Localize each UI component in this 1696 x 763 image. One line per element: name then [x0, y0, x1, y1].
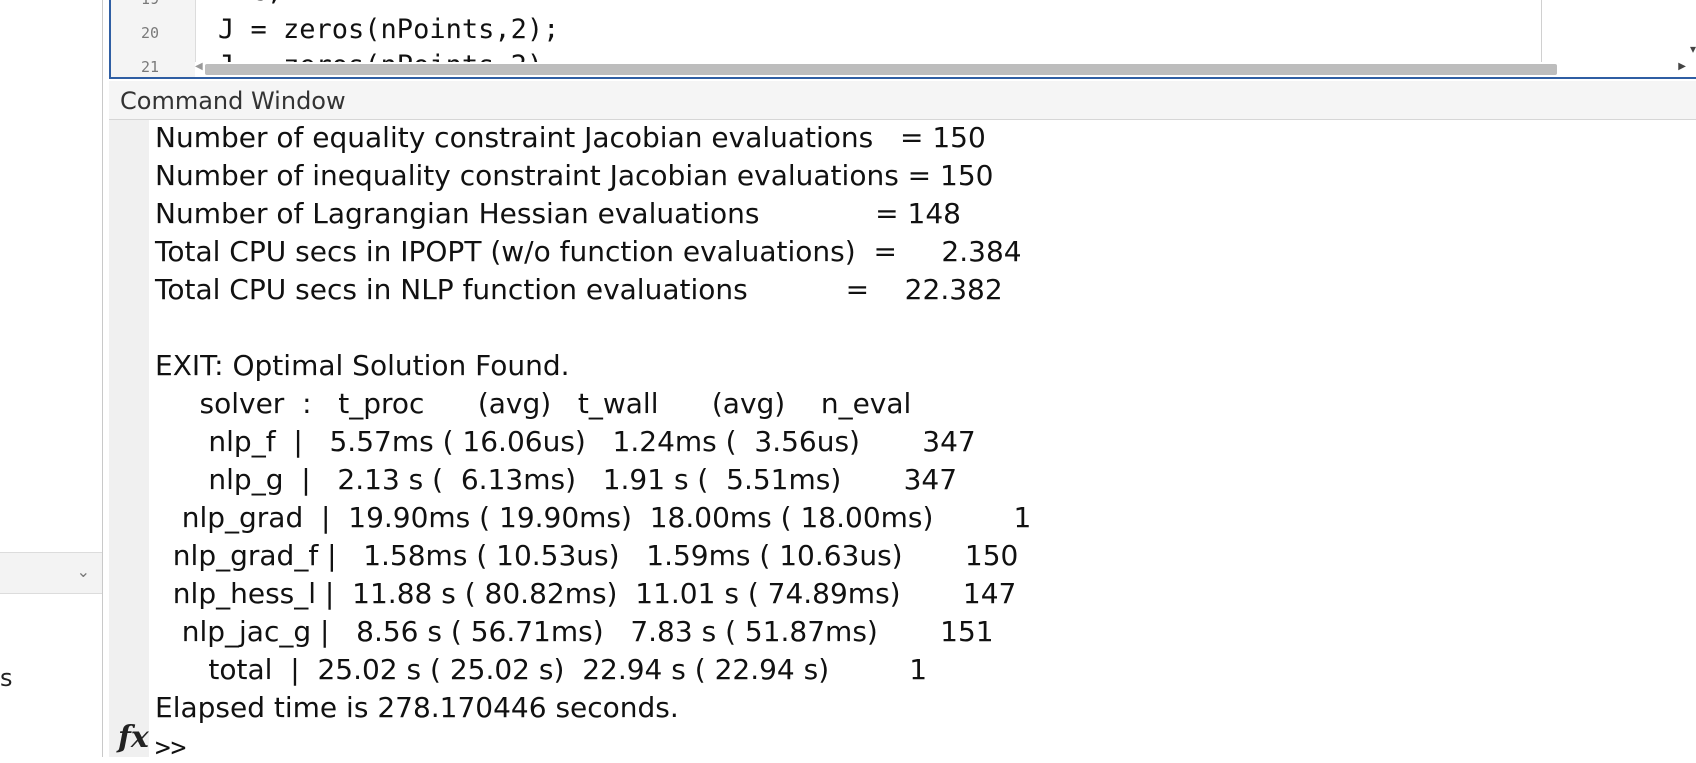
- output-line: Total CPU secs in IPOPT (w/o function ev…: [155, 235, 1022, 268]
- table-row: nlp_hess_l | 11.88 s ( 80.82ms) 11.01 s …: [155, 577, 1017, 610]
- table-header: solver : t_proc (avg) t_wall (avg) n_eva…: [155, 387, 912, 420]
- command-prompt[interactable]: >>: [155, 733, 187, 763]
- output-line: Number of equality constraint Jacobian e…: [155, 121, 986, 154]
- table-row: nlp_grad_f | 1.58ms ( 10.53us) 1.59ms ( …: [155, 539, 1019, 572]
- scroll-down-icon[interactable]: ▾: [1689, 42, 1696, 56]
- command-window-header[interactable]: Command Window: [109, 81, 1696, 120]
- output-line: EXIT: Optimal Solution Found.: [155, 349, 570, 382]
- command-window-gutter: [109, 120, 149, 757]
- line-number-gutter: 19 20 21: [111, 0, 196, 77]
- code-line[interactable]: tic;: [218, 0, 283, 7]
- command-window-title: Command Window: [120, 87, 346, 115]
- scroll-left-icon[interactable]: ◀: [195, 61, 203, 72]
- partial-label: s: [0, 664, 13, 692]
- line-number: 21: [140, 58, 159, 76]
- output-line: Number of inequality constraint Jacobian…: [155, 159, 994, 192]
- output-line: Total CPU secs in NLP function evaluatio…: [155, 273, 1003, 306]
- line-number: 20: [140, 24, 159, 42]
- table-row: nlp_jac_g | 8.56 s ( 56.71ms) 7.83 s ( 5…: [155, 615, 994, 648]
- table-row: total | 25.02 s ( 25.02 s) 22.94 s ( 22.…: [155, 653, 928, 686]
- panel-dropdown[interactable]: ⌄: [0, 552, 102, 594]
- function-browser-icon[interactable]: fx: [118, 720, 149, 755]
- table-row: nlp_grad | 19.90ms ( 19.90ms) 18.00ms ( …: [155, 501, 1032, 534]
- scrollbar-thumb[interactable]: [205, 64, 1557, 75]
- chevron-down-icon[interactable]: ⌄: [76, 562, 90, 581]
- right-edge-line: [1541, 0, 1542, 62]
- output-line: Number of Lagrangian Hessian evaluations…: [155, 197, 961, 230]
- scroll-right-icon[interactable]: ▶: [1678, 61, 1686, 72]
- code-editor[interactable]: 19 20 21 tic; J = zeros(nPoints,2); J = …: [109, 0, 1696, 79]
- horizontal-scrollbar[interactable]: ◀ ▶: [195, 61, 1696, 77]
- code-line[interactable]: J = zeros(nPoints,2);: [218, 14, 560, 45]
- line-number: 19: [111, 0, 159, 8]
- left-panel: ⌄ s: [0, 0, 103, 757]
- table-row: nlp_g | 2.13 s ( 6.13ms) 1.91 s ( 5.51ms…: [155, 463, 958, 496]
- table-row: nlp_f | 5.57ms ( 16.06us) 1.24ms ( 3.56u…: [155, 425, 976, 458]
- output-line: Elapsed time is 278.170446 seconds.: [155, 691, 679, 724]
